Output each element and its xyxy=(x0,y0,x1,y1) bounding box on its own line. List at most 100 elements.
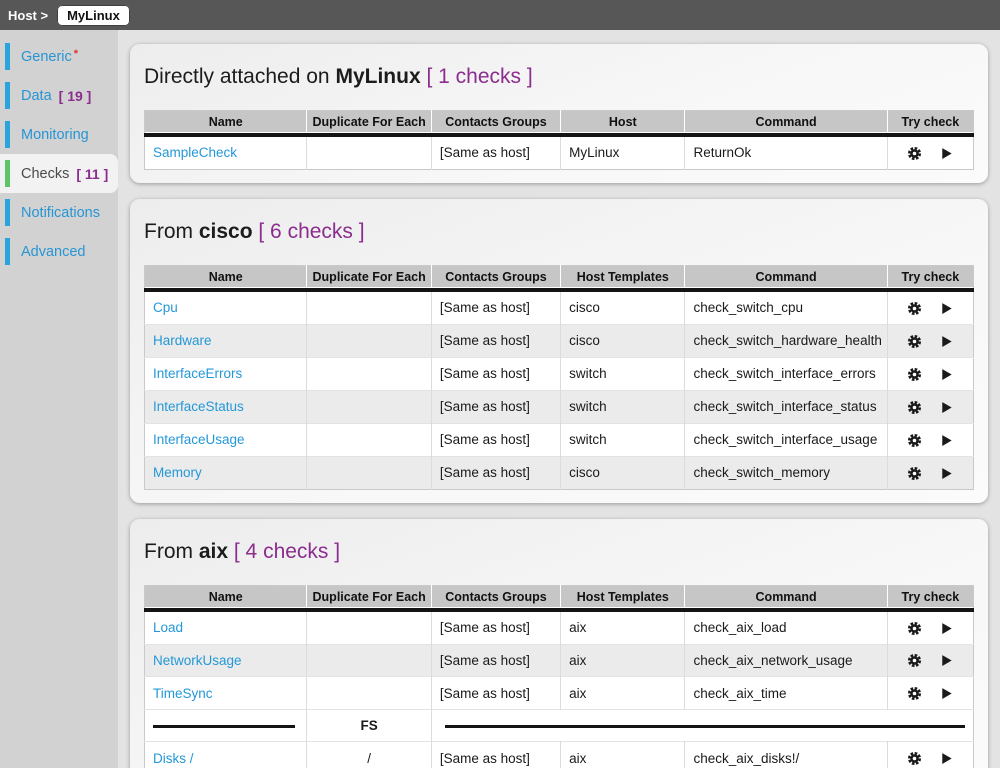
tab-indicator-bar xyxy=(5,82,10,109)
command-cell: check_switch_interface_errors xyxy=(684,356,888,391)
play-icon[interactable] xyxy=(939,367,954,382)
title-check-count: [ 1 checks ] xyxy=(426,65,533,88)
check-name-link[interactable]: Load xyxy=(153,620,184,636)
contacts-cell: [Same as host] xyxy=(431,422,562,457)
gear-icon[interactable] xyxy=(907,146,922,161)
gear-icon[interactable] xyxy=(907,686,922,701)
try-check-cell xyxy=(887,741,974,768)
gear-icon[interactable] xyxy=(907,621,922,636)
column-header-name: Name xyxy=(144,585,308,612)
host-cell: cisco xyxy=(560,455,686,490)
contacts-cell: [Same as host] xyxy=(431,643,562,677)
sidebar-item-label: Monitoring xyxy=(21,126,89,143)
title-host-name: MyLinux xyxy=(335,65,421,88)
section-title: From aix [ 4 checks ] xyxy=(144,540,974,564)
duplicate-cell xyxy=(306,676,432,710)
check-name-link[interactable]: Disks / xyxy=(153,750,194,766)
contacts-cell: [Same as host] xyxy=(431,356,562,391)
duplicate-cell xyxy=(306,455,432,490)
table-row: TimeSync [Same as host] aix check_aix_ti… xyxy=(144,676,974,710)
check-name-link[interactable]: InterfaceStatus xyxy=(153,399,244,415)
column-header-command: Command xyxy=(684,110,888,137)
play-icon[interactable] xyxy=(939,653,954,668)
play-icon[interactable] xyxy=(939,334,954,349)
sidebar: Generic * Data [ 19 ] Monitoring Checks … xyxy=(0,30,118,768)
column-header-contacts: Contacts Groups xyxy=(431,585,562,612)
table-header-row: Name Duplicate For Each Contacts Groups … xyxy=(144,585,974,612)
host-cell: aix xyxy=(560,609,686,644)
table-header-row: Name Duplicate For Each Contacts Groups … xyxy=(144,265,974,292)
title-template-name: cisco xyxy=(198,219,253,243)
duplicate-cell xyxy=(306,643,432,677)
sidebar-item-label: Checks xyxy=(21,165,70,182)
sidebar-item-monitoring[interactable]: Monitoring xyxy=(0,115,118,154)
play-icon[interactable] xyxy=(939,686,954,701)
checks-table: Name Duplicate For Each Contacts Groups … xyxy=(144,110,974,170)
command-cell: ReturnOk xyxy=(684,135,888,170)
play-icon[interactable] xyxy=(939,751,954,766)
contacts-cell: [Same as host] xyxy=(431,609,562,644)
sidebar-item-label: Notifications xyxy=(21,204,100,221)
play-icon[interactable] xyxy=(939,301,954,316)
column-header-host-templates: Host Templates xyxy=(560,585,686,612)
tab-indicator-bar xyxy=(5,238,10,265)
sidebar-item-data[interactable]: Data [ 19 ] xyxy=(0,76,118,115)
check-name-link[interactable]: TimeSync xyxy=(153,685,213,701)
sidebar-item-generic[interactable]: Generic * xyxy=(0,37,118,76)
gear-icon[interactable] xyxy=(907,751,922,766)
command-cell: check_aix_time xyxy=(684,676,888,710)
separator-line xyxy=(431,709,974,742)
check-name-link[interactable]: Hardware xyxy=(153,333,212,349)
host-cell: aix xyxy=(560,741,686,768)
gear-icon[interactable] xyxy=(907,433,922,448)
table-row: Disks / / [Same as host] aix check_aix_d… xyxy=(144,741,974,768)
sidebar-item-advanced[interactable]: Advanced xyxy=(0,232,118,271)
command-cell: check_aix_disks!/ xyxy=(684,741,888,768)
item-count-badge: [ 11 ] xyxy=(76,165,109,182)
command-cell: check_switch_interface_status xyxy=(684,389,888,424)
column-header-host-templates: Host Templates xyxy=(560,265,686,292)
gear-icon[interactable] xyxy=(907,334,922,349)
title-prefix: Directly attached on xyxy=(144,65,330,88)
check-name-link[interactable]: Cpu xyxy=(153,300,178,316)
try-check-cell xyxy=(887,676,974,710)
column-header-contacts: Contacts Groups xyxy=(431,110,562,137)
gear-icon[interactable] xyxy=(907,367,922,382)
checks-table: Name Duplicate For Each Contacts Groups … xyxy=(144,584,974,768)
tab-indicator-bar xyxy=(5,121,10,148)
tab-indicator-bar xyxy=(5,160,10,187)
host-cell: cisco xyxy=(560,323,686,358)
command-cell: check_aix_load xyxy=(684,609,888,644)
play-icon[interactable] xyxy=(939,146,954,161)
title-prefix: From xyxy=(144,219,193,243)
column-header-duplicate: Duplicate For Each xyxy=(306,110,432,137)
host-cell: switch xyxy=(560,356,686,391)
check-name-link[interactable]: NetworkUsage xyxy=(153,652,242,668)
gear-icon[interactable] xyxy=(907,466,922,481)
host-cell: cisco xyxy=(560,289,686,325)
gear-icon[interactable] xyxy=(907,653,922,668)
duplicate-cell xyxy=(306,356,432,391)
column-header-try-check: Try check xyxy=(887,110,974,137)
check-name-link[interactable]: InterfaceUsage xyxy=(153,432,245,448)
play-icon[interactable] xyxy=(939,400,954,415)
try-check-cell xyxy=(887,135,973,169)
column-header-duplicate: Duplicate For Each xyxy=(306,585,432,612)
gear-icon[interactable] xyxy=(907,301,922,316)
sidebar-item-label: Data xyxy=(21,87,52,104)
host-badge[interactable]: MyLinux xyxy=(57,4,130,26)
sidebar-item-checks[interactable]: Checks [ 11 ] xyxy=(0,154,118,193)
check-name-link[interactable]: InterfaceErrors xyxy=(153,366,243,382)
play-icon[interactable] xyxy=(939,433,954,448)
column-header-command: Command xyxy=(684,265,888,292)
play-icon[interactable] xyxy=(939,621,954,636)
breadcrumb: Host > xyxy=(8,7,49,23)
gear-icon[interactable] xyxy=(907,400,922,415)
try-check-cell xyxy=(887,323,974,358)
try-check-cell xyxy=(887,290,973,324)
check-name-link[interactable]: SampleCheck xyxy=(153,145,238,161)
sidebar-item-notifications[interactable]: Notifications xyxy=(0,193,118,232)
check-name-link[interactable]: Memory xyxy=(153,465,202,481)
play-icon[interactable] xyxy=(939,466,954,481)
title-check-count: [ 6 checks ] xyxy=(258,219,365,243)
